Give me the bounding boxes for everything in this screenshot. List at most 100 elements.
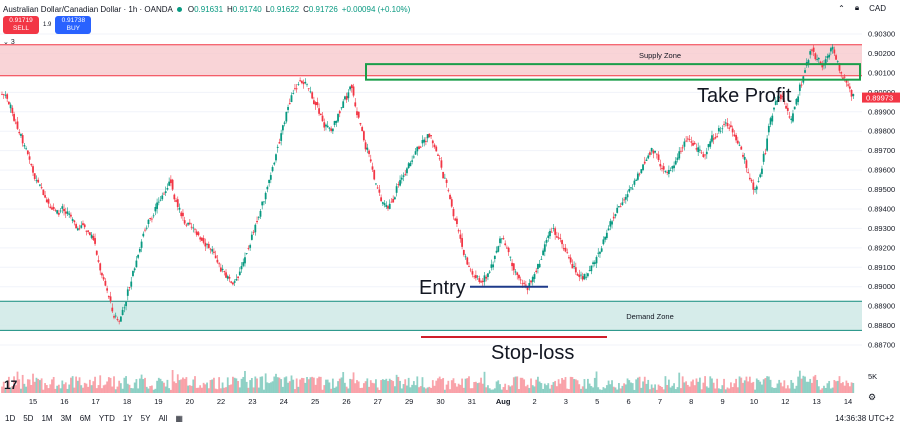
volume-bar (657, 384, 660, 393)
zones: Supply Zone Demand Zone (0, 44, 862, 331)
take-profit-box[interactable] (365, 63, 861, 81)
calendar-icon[interactable]: ▦ (175, 413, 183, 423)
volume-bar (190, 385, 193, 393)
ohlc-key: H (227, 4, 233, 14)
candle-body (657, 154, 660, 161)
candle-body (75, 224, 77, 229)
volume-bar (487, 385, 489, 393)
volume-bar (109, 377, 112, 393)
volume-bar (743, 380, 746, 393)
volume-bar (766, 376, 769, 393)
range-button-ytd[interactable]: YTD (98, 413, 115, 423)
candle-body (142, 233, 145, 237)
volume-bar (331, 378, 334, 393)
candle-body (459, 234, 462, 239)
range-button-6m[interactable]: 6M (79, 413, 91, 423)
range-button-3m[interactable]: 3M (60, 413, 72, 423)
range-button-all[interactable]: All (158, 413, 168, 423)
volume-bar (747, 381, 750, 393)
candle-body (647, 155, 650, 159)
volume-bar (847, 382, 850, 393)
range-button-1m[interactable]: 1M (41, 413, 53, 423)
candle-body (361, 127, 364, 132)
candle-body (523, 282, 526, 284)
volume-bar (156, 380, 158, 393)
symbol-title[interactable]: Australian Dollar/Canadian Dollar · 1h ·… (3, 4, 173, 14)
candle-body (719, 130, 722, 132)
volume-bar (323, 385, 326, 393)
volume-bar (671, 385, 674, 393)
candle-body (25, 148, 28, 150)
indicator-collapse-toggle[interactable]: ⌄ 3 (3, 38, 15, 46)
tradingview-logo-icon[interactable]: 17 (4, 378, 18, 392)
clock-readout[interactable]: 14:36:38 UTC+2 (835, 413, 894, 423)
candle-body (311, 92, 314, 99)
volume-bar (550, 384, 553, 393)
volume-bar (114, 389, 117, 393)
candle-body (14, 122, 17, 124)
candle-body (676, 157, 679, 161)
candle-body (811, 49, 813, 51)
volume-bar (664, 376, 667, 393)
volume-bar (607, 380, 610, 393)
volume-bar (578, 384, 581, 393)
candle-body (197, 232, 200, 236)
volume-bar (219, 388, 222, 393)
volume-bar (788, 388, 791, 393)
volume-bar (824, 387, 827, 393)
volume-bar (681, 376, 684, 393)
candles (1, 44, 855, 325)
volume-bar (568, 389, 570, 393)
price-axis[interactable]: 0.90300 0.90200 0.90100 0.90000 0.89900 0.898… (862, 18, 900, 393)
candle-body (454, 218, 457, 221)
volume-bar (230, 384, 233, 393)
candle-body (686, 138, 689, 140)
candle-body (707, 144, 710, 148)
candle-body (666, 172, 669, 173)
volume-bar (792, 382, 794, 393)
candle-body (792, 113, 794, 122)
candle-body (211, 249, 214, 252)
volume-bar (683, 382, 686, 393)
candle-body (466, 257, 469, 265)
range-button-5d[interactable]: 5D (23, 413, 34, 423)
ohlc-item: C0.91726 (303, 5, 338, 14)
candle-body (561, 240, 563, 245)
ohlc-item: +0.00094 (+0.10%) (342, 5, 411, 14)
candle-body (588, 270, 591, 272)
candle-body (630, 187, 632, 189)
candle-body (573, 266, 576, 268)
candle-body (226, 276, 229, 279)
candle-body (349, 86, 351, 90)
range-button-1d[interactable]: 1D (5, 413, 16, 423)
candle-body (140, 241, 143, 248)
volume-bar (411, 384, 414, 393)
range-button-1y[interactable]: 1Y (122, 413, 133, 423)
volume-bar (428, 386, 431, 393)
candle-body (168, 181, 171, 186)
volume-bar (152, 389, 155, 393)
candle-body (407, 163, 410, 169)
volume-bar (216, 389, 219, 393)
currency-selector[interactable]: CAD (869, 3, 886, 13)
lock-icon[interactable]: 🔒︎ (854, 3, 860, 12)
volume-bar (773, 388, 775, 393)
volume-bar (419, 386, 422, 393)
candle-body (337, 113, 339, 122)
candle-body (70, 214, 72, 217)
candle-body (63, 208, 65, 212)
settings-gear-icon[interactable]: ⚙ (868, 392, 877, 402)
sell-button[interactable]: 0.91719 SELL (3, 16, 39, 34)
volume-bar (206, 382, 208, 393)
candle-body (21, 135, 24, 144)
volume-bar (300, 377, 303, 393)
candle-body (609, 221, 612, 227)
time-axis[interactable]: 15 16 17 18 19 20 22 23 24 25 26 27 29 30 31 Aug 2 3 5 6 7 8 9… (29, 397, 852, 406)
volume-bar (807, 381, 810, 393)
buy-button[interactable]: 0.91738 BUY (55, 16, 92, 34)
candle-body (85, 230, 88, 232)
chevron-up-icon[interactable]: ⌃ (838, 3, 845, 13)
range-button-5y[interactable]: 5Y (140, 413, 151, 423)
volume-bar (769, 379, 772, 393)
